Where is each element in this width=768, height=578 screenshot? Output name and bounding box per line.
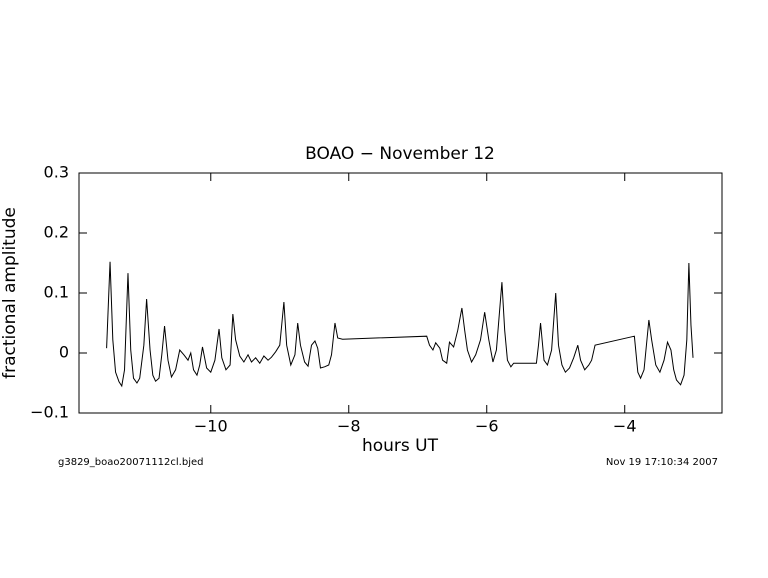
x-tick-label: −8 <box>337 417 361 436</box>
y-tick-label: 0.1 <box>44 283 69 302</box>
y-tick-label: 0.3 <box>44 163 69 182</box>
x-tick-label: −6 <box>475 417 499 436</box>
plot-frame <box>78 172 723 414</box>
x-tick-label: −10 <box>194 417 228 436</box>
y-tick-label: 0.2 <box>44 223 69 242</box>
data-line <box>106 261 694 388</box>
y-tick-label: 0 <box>59 343 69 362</box>
x-axis-label: hours UT <box>362 436 439 456</box>
footer-left: g3829_boao20071112cl.bjed <box>58 457 204 468</box>
footer-right: Nov 19 17:10:34 2007 <box>606 457 718 468</box>
y-axis-label: fractional amplitude <box>0 207 20 379</box>
y-tick-label: −0.1 <box>30 403 69 422</box>
x-tick-label: −4 <box>613 417 637 436</box>
chart-title: BOAO − November 12 <box>305 144 495 164</box>
